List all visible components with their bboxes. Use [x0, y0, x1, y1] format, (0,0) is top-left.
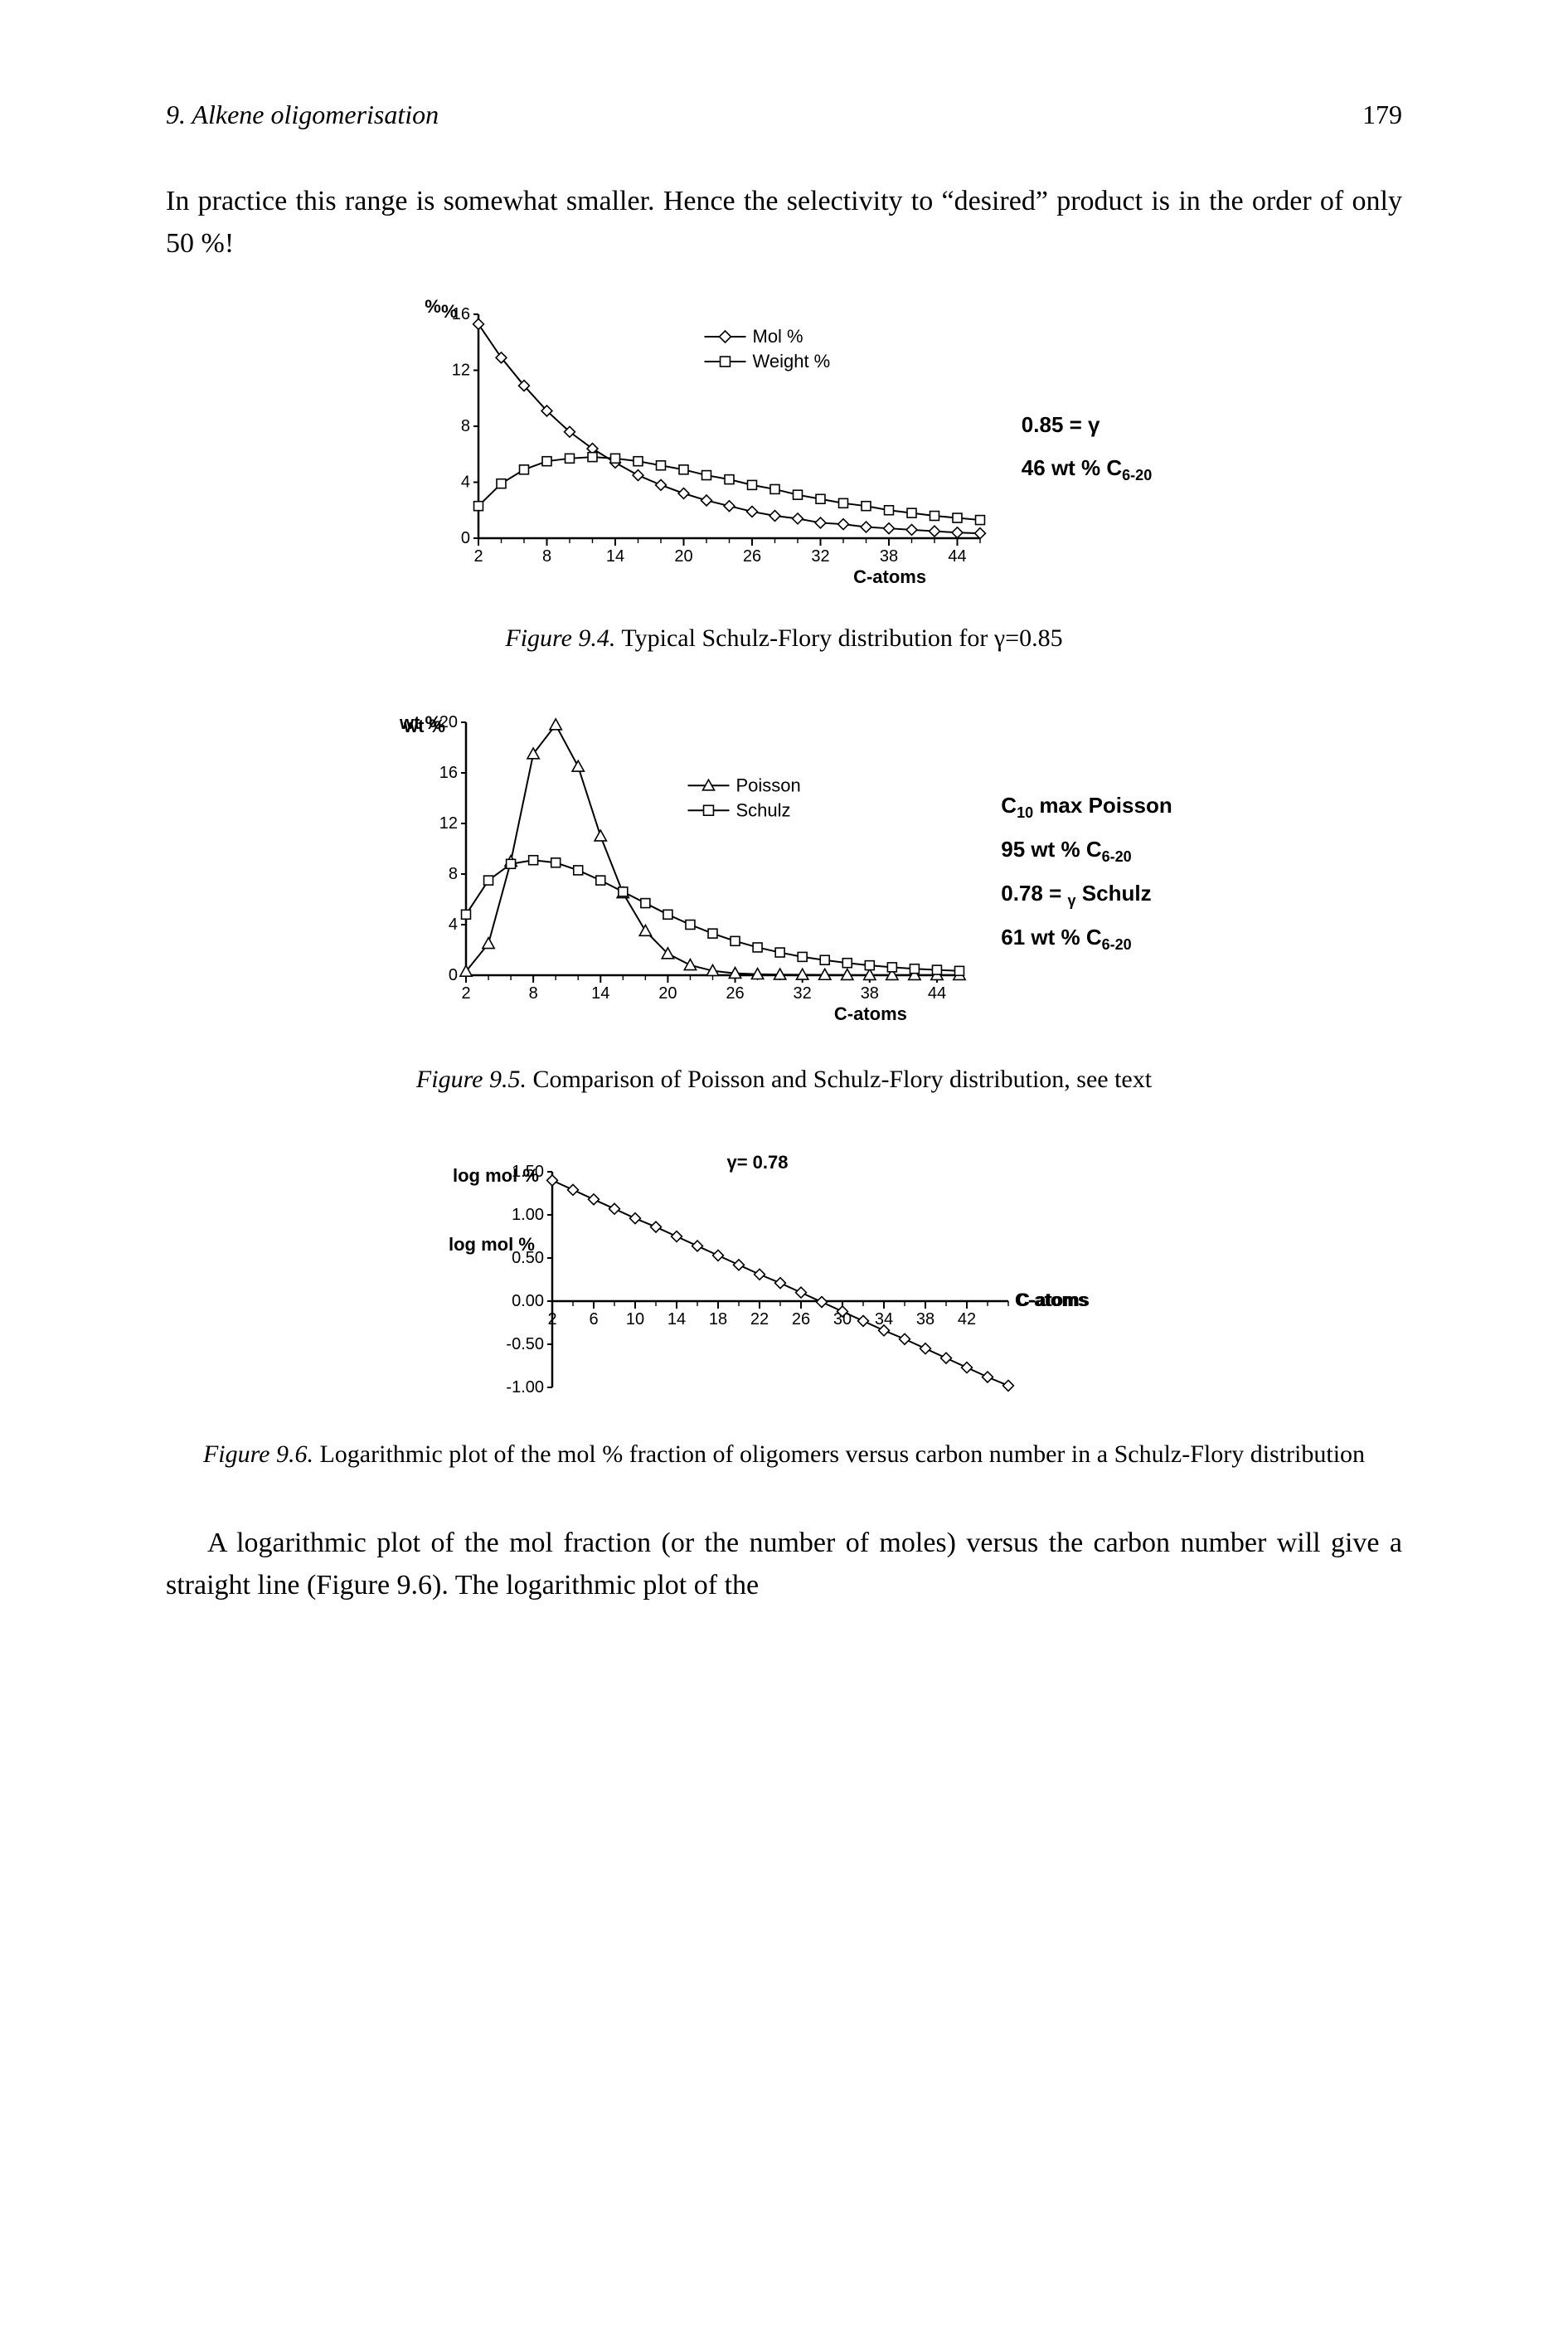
- svg-text:%: %: [425, 298, 441, 317]
- svg-text:26: 26: [791, 1310, 809, 1329]
- annot-wt: 46 wt % C6-20: [1022, 446, 1152, 490]
- caption-9-5: Figure 9.5. Comparison of Poisson and Sc…: [416, 1062, 1152, 1097]
- chart-9-5: 04812162028142026323844wt %C-atomsPoisso…: [396, 706, 976, 1037]
- svg-text:Weight %: Weight %: [752, 351, 830, 372]
- svg-text:32: 32: [794, 984, 812, 1003]
- svg-text:4: 4: [461, 474, 470, 492]
- caption-9-6: Figure 9.6. Logarithmic plot of the mol …: [203, 1437, 1365, 1472]
- svg-text:10: 10: [625, 1310, 643, 1329]
- svg-text:20: 20: [674, 547, 692, 566]
- svg-text:-1.00: -1.00: [506, 1378, 544, 1397]
- figure-9-6: -1.00-0.500.000.501.001.5026101418222630…: [166, 1147, 1402, 1472]
- svg-text:8: 8: [529, 984, 538, 1003]
- svg-text:%: %: [441, 301, 458, 322]
- svg-text:44: 44: [948, 547, 966, 566]
- svg-text:44: 44: [928, 984, 946, 1003]
- svg-text:2: 2: [462, 984, 471, 1003]
- svg-text:log mol %: log mol %: [453, 1165, 539, 1186]
- svg-text:Mol %: Mol %: [752, 326, 803, 347]
- svg-text:6: 6: [589, 1310, 598, 1329]
- svg-text:2: 2: [473, 547, 483, 566]
- svg-text:4: 4: [449, 916, 458, 934]
- page-header: 9. Alkene oligomerisation 179: [166, 100, 1402, 130]
- svg-text:C-atoms: C-atoms: [1015, 1290, 1088, 1310]
- svg-text:8: 8: [461, 417, 470, 435]
- svg-text:22: 22: [750, 1310, 768, 1329]
- paragraph-log: A logarithmic plot of the mol fraction (…: [166, 1522, 1402, 1606]
- annot-95wt: 95 wt % C6-20: [1001, 828, 1172, 872]
- svg-text:-0.50: -0.50: [506, 1335, 544, 1353]
- svg-text:Schulz: Schulz: [736, 799, 791, 820]
- svg-text:32: 32: [811, 547, 829, 566]
- svg-text:log mol %: log mol %: [449, 1234, 535, 1255]
- svg-text:8: 8: [449, 865, 458, 883]
- svg-text:20: 20: [659, 984, 677, 1003]
- svg-text:38: 38: [861, 984, 879, 1003]
- svg-text:38: 38: [880, 547, 898, 566]
- page-number: 179: [1362, 100, 1402, 130]
- svg-text:26: 26: [726, 984, 745, 1003]
- svg-text:0.00: 0.00: [512, 1292, 544, 1310]
- svg-text:38: 38: [915, 1310, 934, 1329]
- chart-9-4-annotations: 0.85 = γ 46 wt % C6-20: [1022, 403, 1152, 490]
- svg-text:42: 42: [957, 1310, 975, 1329]
- svg-text:wt %: wt %: [399, 712, 441, 733]
- annot-gamma: 0.85 = γ: [1022, 403, 1152, 446]
- svg-text:14: 14: [606, 547, 624, 566]
- figure-9-4: 048121628142026323844%C-atomsMol %Weight…: [166, 298, 1402, 656]
- paragraph-intro: In practice this range is somewhat small…: [166, 180, 1402, 265]
- figure-9-5: 04812162028142026323844wt %C-atomsPoisso…: [166, 706, 1402, 1097]
- chart-9-4: 048121628142026323844%C-atomsMol %Weight…: [416, 298, 997, 596]
- svg-text:0: 0: [461, 529, 470, 547]
- svg-text:14: 14: [591, 984, 609, 1003]
- svg-text:2: 2: [547, 1310, 556, 1329]
- svg-text:1.00: 1.00: [512, 1206, 544, 1224]
- svg-text:C-atoms: C-atoms: [853, 566, 926, 587]
- annot-c10: C10 max Poisson: [1001, 784, 1172, 828]
- chart-9-6: -1.00-0.500.000.501.001.5026101418222630…: [444, 1147, 1124, 1412]
- svg-text:12: 12: [452, 362, 470, 380]
- svg-text:16: 16: [439, 764, 458, 782]
- chapter-title: 9. Alkene oligomerisation: [166, 100, 439, 130]
- svg-text:8: 8: [542, 547, 551, 566]
- svg-text:26: 26: [743, 547, 761, 566]
- svg-text:14: 14: [667, 1310, 685, 1329]
- svg-text:Poisson: Poisson: [736, 775, 801, 795]
- annot-gamma-schulz: 0.78 = γ Schulz: [1001, 872, 1172, 916]
- svg-text:0: 0: [449, 966, 458, 984]
- svg-text:γ= 0.78: γ= 0.78: [726, 1152, 788, 1173]
- svg-text:C-atoms: C-atoms: [834, 1003, 907, 1024]
- svg-text:18: 18: [708, 1310, 726, 1329]
- chart-9-5-annotations: C10 max Poisson 95 wt % C6-20 0.78 = γ S…: [1001, 784, 1172, 960]
- caption-9-4: Figure 9.4. Typical Schulz-Flory distrib…: [505, 621, 1062, 656]
- annot-61wt: 61 wt % C6-20: [1001, 916, 1172, 959]
- svg-text:12: 12: [439, 814, 458, 833]
